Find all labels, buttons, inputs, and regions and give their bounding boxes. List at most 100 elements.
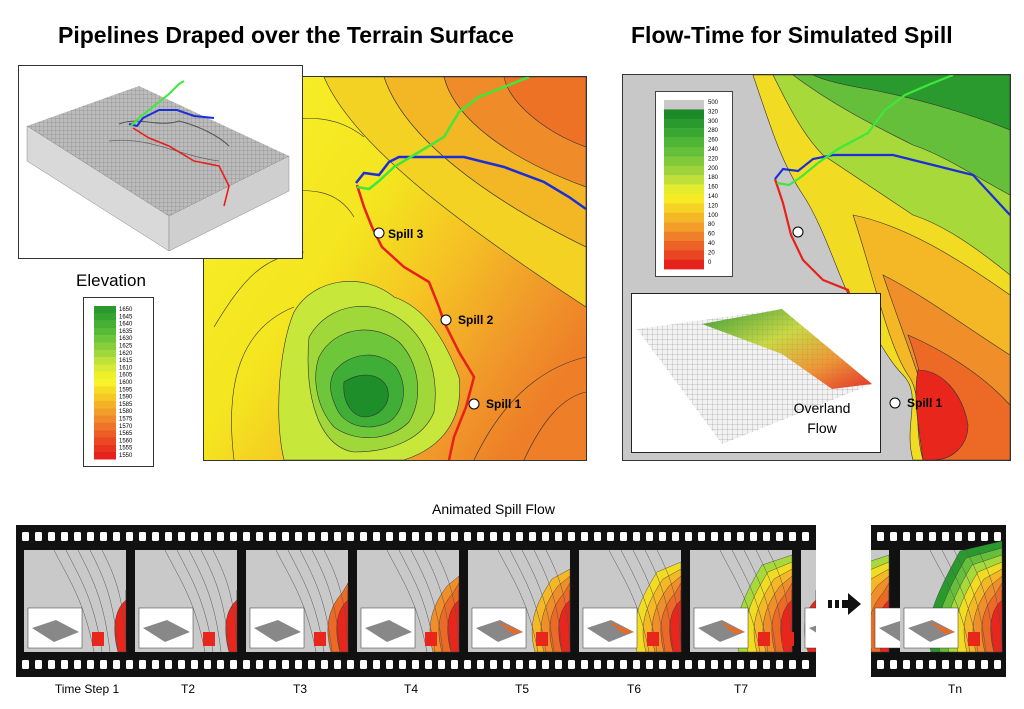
sprocket-hole <box>633 532 640 541</box>
sprocket-hole <box>737 660 744 669</box>
sprocket-hole <box>347 660 354 669</box>
sprocket-hole <box>890 532 897 541</box>
film-frame <box>246 549 349 653</box>
flow-legend-tick: 220 <box>708 156 719 162</box>
sprocket-hole <box>113 532 120 541</box>
film-frame <box>690 549 793 653</box>
sprocket-hole <box>22 660 29 669</box>
sprocket-hole <box>48 660 55 669</box>
elevation-legend-swatch <box>94 400 116 409</box>
elevation-legend-swatch <box>94 452 116 460</box>
flow-spill-1-label: Spill 1 <box>907 396 943 410</box>
sprocket-hole <box>48 532 55 541</box>
sprocket-hole <box>981 660 988 669</box>
sprocket-hole <box>929 660 936 669</box>
elevation-legend-swatch <box>94 327 116 336</box>
continue-arrow-icon <box>828 593 861 615</box>
overland-label-line1: Overland <box>793 400 851 416</box>
sprocket-hole <box>802 532 809 541</box>
sprocket-hole <box>464 532 471 541</box>
flow-legend-swatch <box>664 203 704 213</box>
sprocket-hole <box>994 532 1001 541</box>
elevation-legend-swatch <box>94 386 116 394</box>
elevation-legend-tick: 1625 <box>119 344 133 350</box>
flow-legend-tick: 180 <box>708 175 719 181</box>
sprocket-hole <box>282 532 289 541</box>
flow-legend-tick: 120 <box>708 203 719 209</box>
overland-label-line2: Flow <box>807 420 837 436</box>
sprocket-hole <box>981 532 988 541</box>
sprocket-hole <box>230 660 237 669</box>
sprocket-hole <box>685 532 692 541</box>
sprocket-hole <box>61 532 68 541</box>
sprocket-hole <box>412 532 419 541</box>
sprocket-hole <box>35 660 42 669</box>
step-label: T2 <box>180 682 195 696</box>
flow-legend-swatch <box>664 147 704 157</box>
flow-legend-swatch <box>664 156 704 166</box>
film-frame <box>900 540 1003 653</box>
film-frame <box>579 549 682 653</box>
sprocket-hole <box>282 660 289 669</box>
flow-time-map: Spill 1 500 320 300 280 260 240 220 200 180 160 14… <box>622 74 1011 461</box>
sprocket-hole <box>464 660 471 669</box>
sprocket-hole <box>100 532 107 541</box>
elevation-legend-swatch <box>94 379 116 387</box>
elevation-legend-swatch <box>94 393 116 402</box>
sprocket-hole <box>877 532 884 541</box>
step-label-tn: Tn <box>947 682 962 696</box>
elevation-legend-swatch <box>94 371 116 380</box>
elevation-legend-tick: 1565 <box>119 431 133 437</box>
elevation-legend-tick: 1605 <box>119 373 133 379</box>
flow-time-legend: 500 320 300 280 260 240 220 200 180 160 140 120 100 8… <box>655 91 733 277</box>
step-label: Time Step 1 <box>54 682 120 696</box>
elevation-legend-tick: 1550 <box>119 453 133 459</box>
sprocket-hole <box>321 532 328 541</box>
elevation-legend-swatch <box>94 349 116 358</box>
elevation-legend-tick: 1610 <box>119 365 133 371</box>
sprocket-hole <box>776 660 783 669</box>
flow-legend-swatch <box>664 100 704 110</box>
sprocket-hole <box>968 532 975 541</box>
sprocket-hole <box>139 660 146 669</box>
flow-legend-swatch <box>664 194 704 204</box>
sprocket-hole <box>204 660 211 669</box>
flow-legend-tick: 500 <box>708 100 719 106</box>
flow-legend-tick: 300 <box>708 119 719 125</box>
flow-legend-swatch <box>664 128 704 138</box>
film-frame <box>782 550 816 653</box>
sprocket-hole <box>477 660 484 669</box>
sprocket-hole <box>620 532 627 541</box>
sprocket-hole <box>555 532 562 541</box>
terrain-3d-inset <box>18 65 303 259</box>
sprocket-hole <box>529 532 536 541</box>
sprocket-hole <box>903 660 910 669</box>
sprocket-hole <box>607 532 614 541</box>
sprocket-hole <box>256 532 263 541</box>
flow-legend-swatch <box>664 250 704 260</box>
elevation-legend-swatch <box>94 444 116 453</box>
right-panel-title: Flow-Time for Simulated Spill <box>631 22 953 48</box>
spill-1-marker <box>468 398 480 410</box>
sprocket-hole <box>750 660 757 669</box>
flow-legend-tick: 80 <box>708 222 715 228</box>
sprocket-hole <box>568 660 575 669</box>
sprocket-hole <box>581 660 588 669</box>
flow-legend-tick: 140 <box>708 194 719 200</box>
sprocket-hole <box>22 532 29 541</box>
sprocket-hole <box>165 660 172 669</box>
elevation-legend-tick: 1570 <box>119 424 133 430</box>
spill-3-marker <box>373 227 385 239</box>
sprocket-hole <box>373 532 380 541</box>
sprocket-hole <box>568 532 575 541</box>
pipeline-red <box>355 184 476 460</box>
elevation-legend: 1650 1645 1640 1635 1630 1625 1620 1615 1610 1605… <box>83 297 154 467</box>
sprocket-hole <box>542 660 549 669</box>
sprocket-hole <box>347 532 354 541</box>
spill-2-marker <box>440 314 452 326</box>
step-label: T3 <box>292 682 307 696</box>
sprocket-hole <box>152 660 159 669</box>
elevation-legend-tick: 1630 <box>119 336 133 342</box>
pipeline-green <box>356 77 530 191</box>
sprocket-hole <box>269 532 276 541</box>
